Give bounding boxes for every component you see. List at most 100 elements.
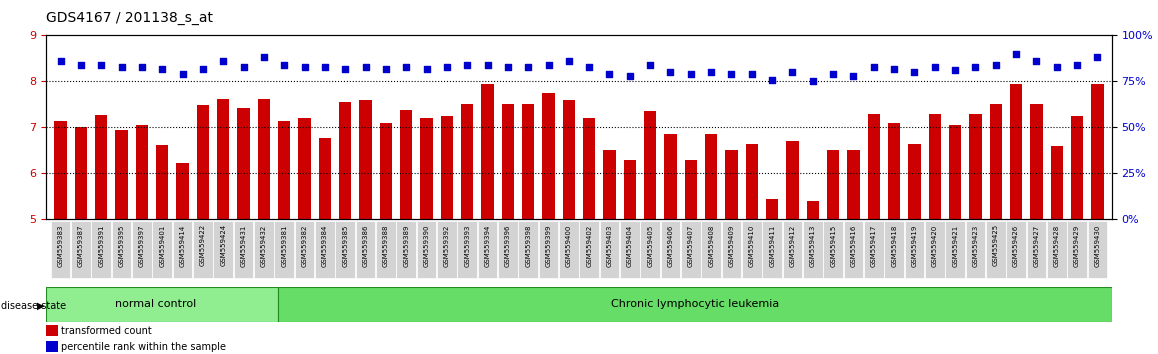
Bar bbox=[75, 127, 87, 219]
Bar bbox=[908, 143, 921, 219]
Bar bbox=[969, 114, 982, 219]
Bar bbox=[318, 138, 331, 219]
Point bbox=[376, 66, 395, 72]
Point bbox=[1089, 55, 1107, 60]
Point bbox=[885, 66, 903, 72]
Text: GSM559398: GSM559398 bbox=[526, 224, 532, 267]
Bar bbox=[299, 118, 310, 219]
FancyBboxPatch shape bbox=[538, 221, 558, 279]
Text: GSM559431: GSM559431 bbox=[241, 224, 247, 267]
Bar bbox=[725, 150, 738, 219]
Bar bbox=[665, 135, 676, 219]
Point bbox=[661, 69, 680, 75]
Bar bbox=[644, 111, 657, 219]
FancyBboxPatch shape bbox=[742, 221, 762, 279]
Point bbox=[540, 62, 558, 68]
Bar bbox=[684, 160, 697, 219]
Point bbox=[234, 64, 252, 69]
FancyBboxPatch shape bbox=[417, 221, 437, 279]
FancyBboxPatch shape bbox=[71, 221, 90, 279]
Bar bbox=[54, 120, 67, 219]
Text: GSM559392: GSM559392 bbox=[444, 224, 449, 267]
Point bbox=[438, 64, 456, 69]
Text: GSM559389: GSM559389 bbox=[403, 224, 409, 267]
Point bbox=[51, 58, 69, 64]
Text: GSM559429: GSM559429 bbox=[1075, 224, 1080, 267]
Bar bbox=[705, 135, 717, 219]
Point bbox=[987, 62, 1005, 68]
Bar bbox=[217, 99, 229, 219]
Bar bbox=[624, 160, 636, 219]
Bar bbox=[848, 150, 859, 219]
FancyBboxPatch shape bbox=[315, 221, 335, 279]
Bar bbox=[746, 143, 758, 219]
Point bbox=[906, 69, 924, 75]
Text: disease state: disease state bbox=[1, 301, 66, 311]
Point bbox=[1068, 62, 1086, 68]
Bar bbox=[482, 84, 493, 219]
FancyBboxPatch shape bbox=[579, 221, 599, 279]
Text: GSM559388: GSM559388 bbox=[383, 224, 389, 267]
Bar bbox=[197, 105, 208, 219]
Text: GSM559409: GSM559409 bbox=[728, 224, 734, 267]
FancyBboxPatch shape bbox=[213, 221, 233, 279]
Text: GSM559400: GSM559400 bbox=[566, 224, 572, 267]
Point bbox=[153, 66, 171, 72]
Point bbox=[519, 64, 537, 69]
FancyBboxPatch shape bbox=[661, 221, 680, 279]
FancyBboxPatch shape bbox=[864, 221, 884, 279]
Text: GSM559422: GSM559422 bbox=[200, 224, 206, 267]
Text: GDS4167 / 201138_s_at: GDS4167 / 201138_s_at bbox=[46, 11, 213, 25]
Text: GSM559425: GSM559425 bbox=[992, 224, 999, 267]
Bar bbox=[584, 118, 595, 219]
Text: ▶: ▶ bbox=[37, 301, 44, 311]
Text: GSM559399: GSM559399 bbox=[545, 224, 551, 267]
Point bbox=[174, 71, 192, 77]
Text: GSM559405: GSM559405 bbox=[647, 224, 653, 267]
Text: GSM559421: GSM559421 bbox=[952, 224, 958, 267]
Text: GSM559403: GSM559403 bbox=[607, 224, 613, 267]
Text: GSM559424: GSM559424 bbox=[220, 224, 226, 267]
Point bbox=[621, 73, 639, 79]
Bar bbox=[786, 141, 799, 219]
Bar bbox=[278, 120, 291, 219]
Text: GSM559428: GSM559428 bbox=[1054, 224, 1060, 267]
Bar bbox=[441, 116, 453, 219]
Point bbox=[499, 64, 518, 69]
FancyBboxPatch shape bbox=[640, 221, 660, 279]
FancyBboxPatch shape bbox=[132, 221, 152, 279]
Point bbox=[742, 71, 761, 77]
Text: GSM559394: GSM559394 bbox=[484, 224, 491, 267]
Bar bbox=[542, 93, 555, 219]
Bar bbox=[563, 100, 574, 219]
Point bbox=[255, 55, 273, 60]
FancyBboxPatch shape bbox=[681, 221, 701, 279]
FancyBboxPatch shape bbox=[51, 221, 71, 279]
Text: GSM559411: GSM559411 bbox=[769, 224, 775, 267]
Point bbox=[397, 64, 416, 69]
Point bbox=[112, 64, 131, 69]
FancyBboxPatch shape bbox=[1027, 221, 1046, 279]
Bar bbox=[827, 150, 840, 219]
Bar bbox=[807, 201, 819, 219]
Point bbox=[1048, 64, 1067, 69]
FancyBboxPatch shape bbox=[193, 221, 213, 279]
Point bbox=[274, 62, 293, 68]
Bar bbox=[1031, 104, 1042, 219]
FancyBboxPatch shape bbox=[1087, 221, 1107, 279]
FancyBboxPatch shape bbox=[153, 221, 173, 279]
Bar bbox=[258, 99, 270, 219]
Text: GSM559432: GSM559432 bbox=[261, 224, 266, 267]
Text: GSM559402: GSM559402 bbox=[586, 224, 592, 267]
Text: GSM559396: GSM559396 bbox=[505, 224, 511, 267]
Point bbox=[214, 58, 233, 64]
Point bbox=[640, 62, 659, 68]
Bar bbox=[1050, 146, 1063, 219]
Point bbox=[804, 79, 822, 84]
FancyBboxPatch shape bbox=[925, 221, 945, 279]
FancyBboxPatch shape bbox=[274, 221, 294, 279]
Bar bbox=[339, 102, 351, 219]
Point bbox=[946, 68, 965, 73]
Bar bbox=[420, 118, 433, 219]
FancyBboxPatch shape bbox=[783, 221, 802, 279]
